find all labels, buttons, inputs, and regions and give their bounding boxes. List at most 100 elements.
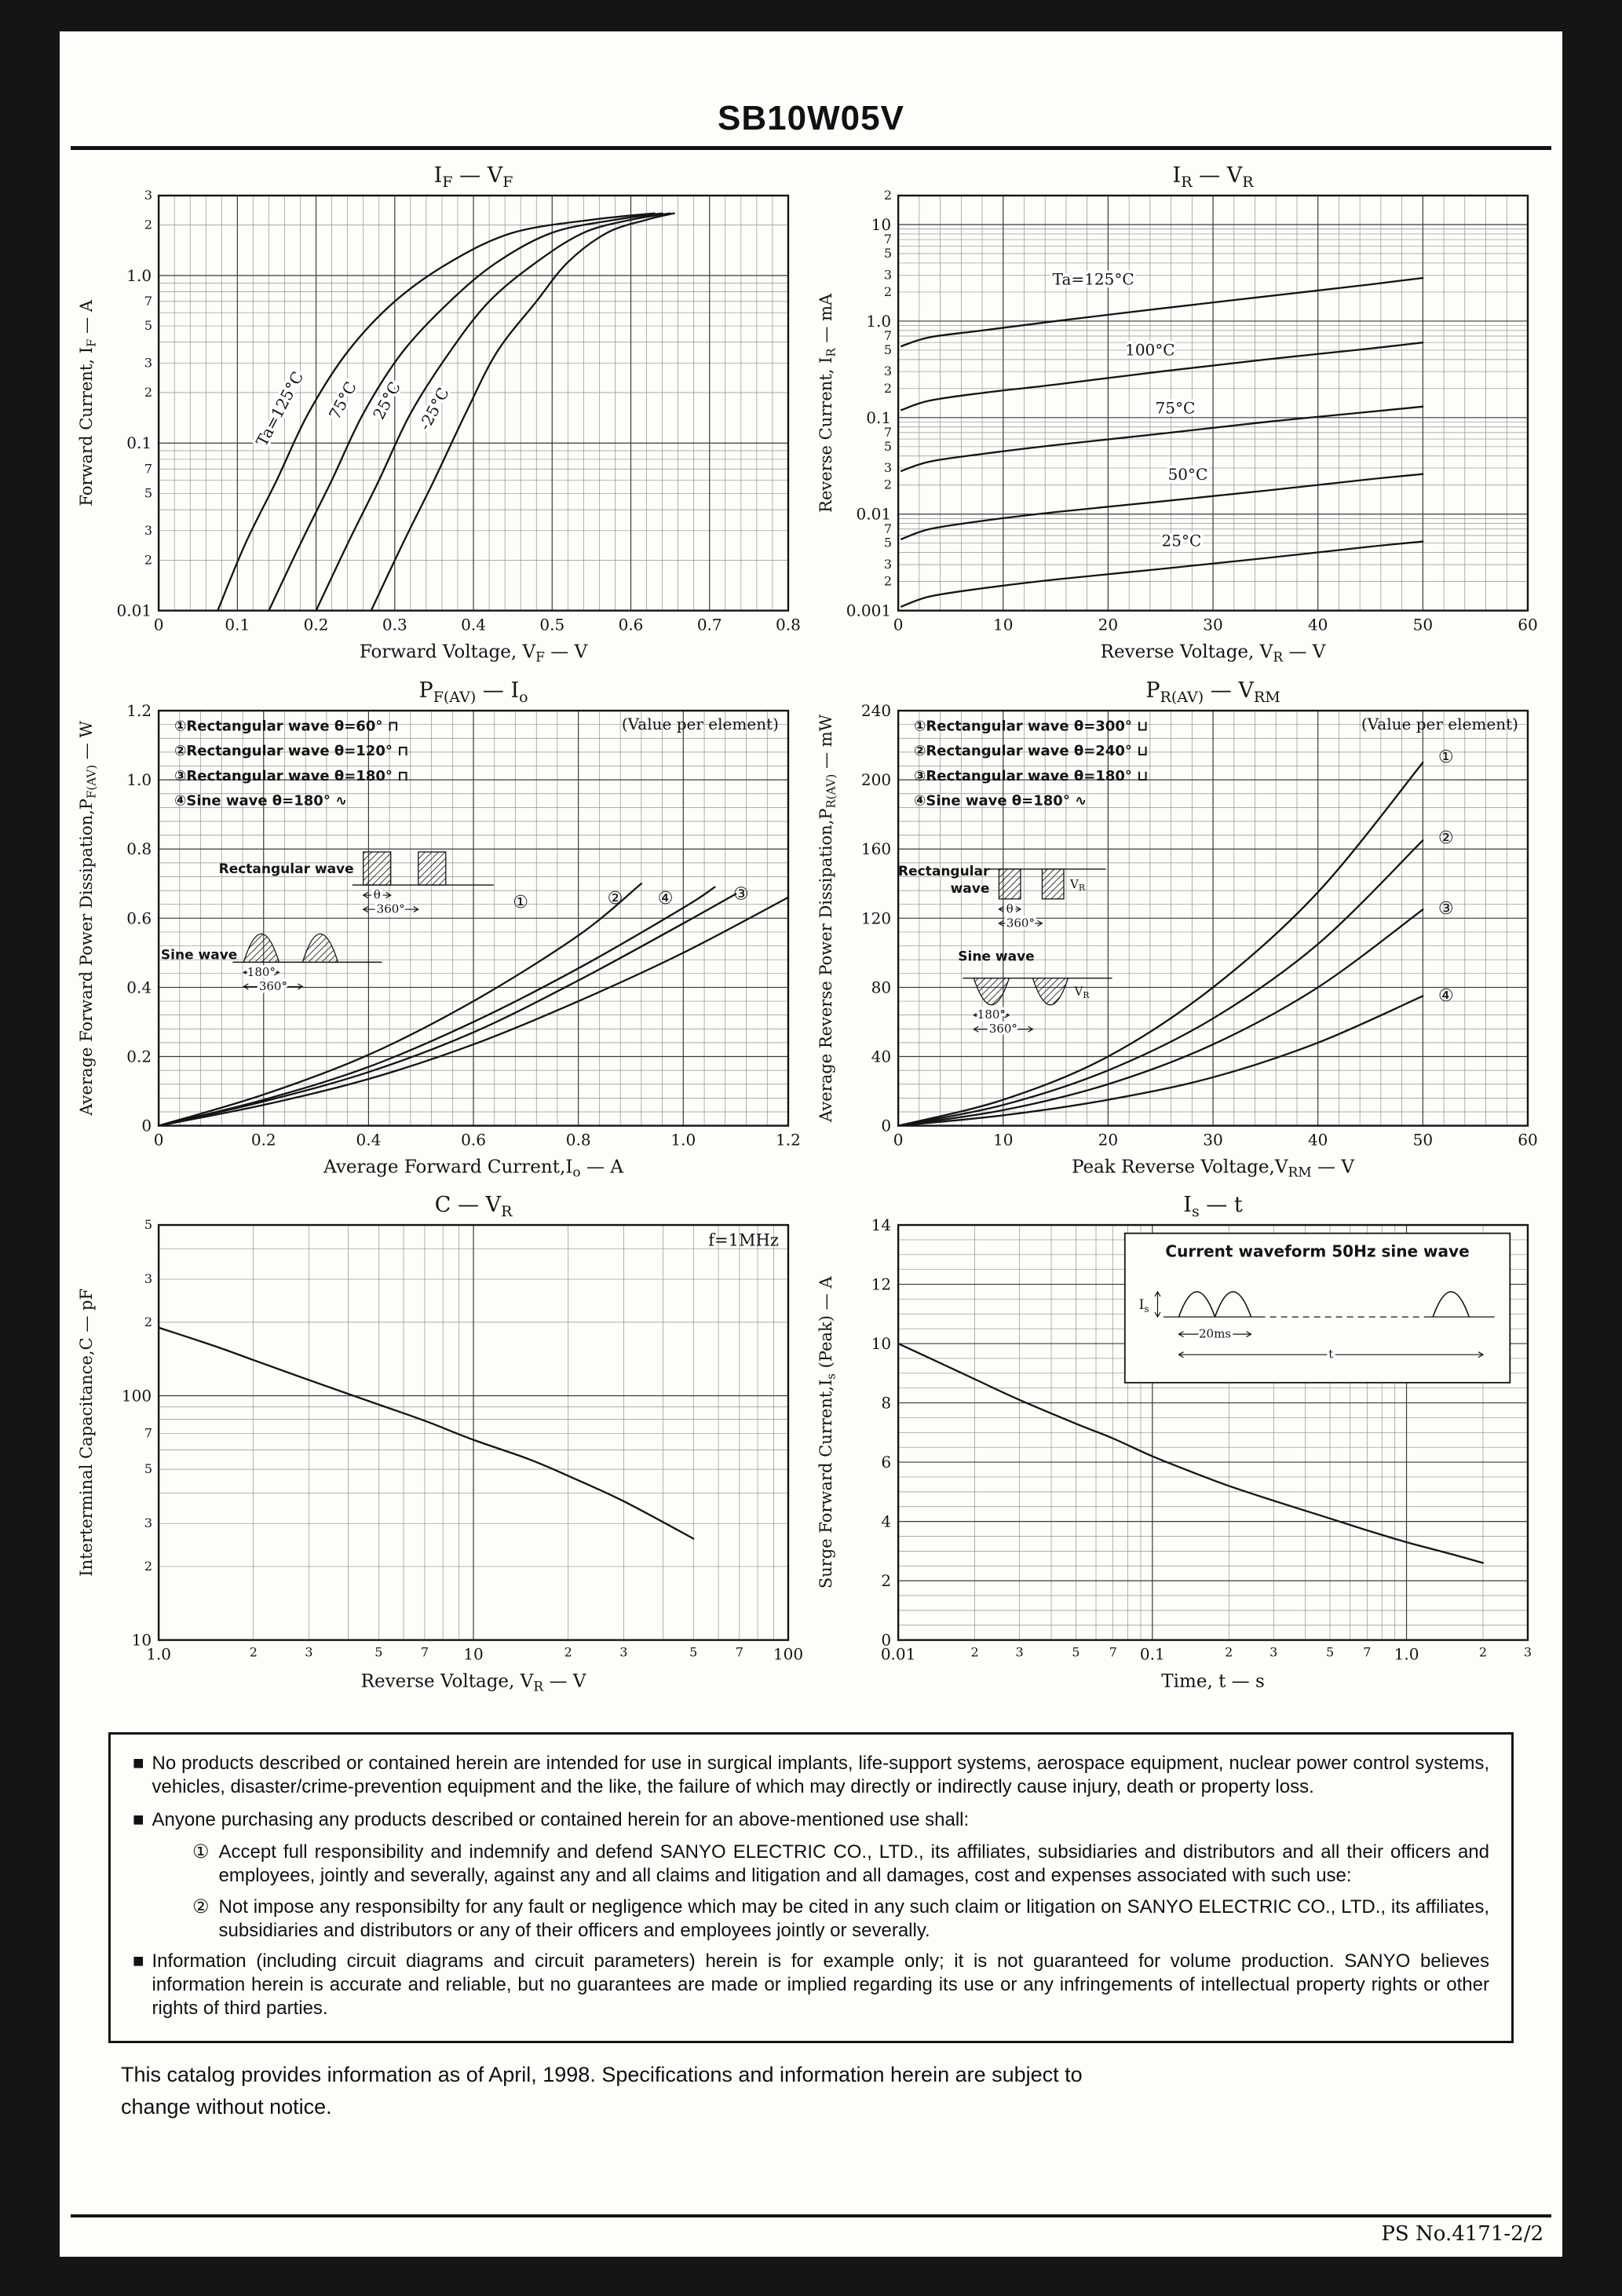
annotations: Ta=125°C 100°C 75°C 50°C 25°C	[1050, 267, 1211, 553]
svg-text:7: 7	[884, 232, 892, 247]
grid	[897, 195, 1529, 612]
svg-text:3: 3	[1269, 1645, 1277, 1660]
svg-text:4: 4	[881, 1512, 891, 1531]
svg-text:7: 7	[421, 1645, 429, 1660]
svg-text:IR — VR: IR — VR	[1173, 163, 1255, 191]
svg-text:3: 3	[144, 188, 152, 203]
svg-text:3: 3	[884, 267, 892, 282]
svg-text:0: 0	[154, 616, 164, 634]
disclaimer-box: ■ No products described or contained here…	[108, 1732, 1514, 2043]
svg-text:Rectangular wave: Rectangular wave	[219, 861, 354, 877]
svg-text:④: ④	[658, 889, 674, 909]
svg-text:2: 2	[884, 284, 892, 299]
disclaimer-subitem: ② Not impose any responsibilty for any fa…	[192, 1896, 1489, 1943]
svg-text:1.2: 1.2	[126, 701, 152, 720]
svg-text:2: 2	[250, 1645, 258, 1660]
svg-text:0.6: 0.6	[461, 1130, 486, 1149]
svg-text:Reverse Voltage, VR — V: Reverse Voltage, VR — V	[361, 1672, 586, 1695]
svg-text:3: 3	[884, 364, 892, 378]
svg-text:8: 8	[881, 1394, 891, 1413]
svg-text:2: 2	[884, 477, 892, 492]
svg-text:④: ④	[1438, 986, 1454, 1006]
svg-text:2: 2	[884, 381, 892, 396]
svg-text:VR: VR	[1069, 876, 1086, 892]
annotations: ①Rectangular wave θ=300° ⊔ ②Rectangular w…	[914, 715, 1518, 1006]
svg-text:2: 2	[970, 1645, 978, 1660]
series-group	[157, 1326, 695, 1541]
svg-text:1.0: 1.0	[126, 770, 152, 789]
svg-text:0.2: 0.2	[126, 1047, 152, 1066]
svg-text:180°: 180°	[247, 965, 276, 979]
svg-text:6: 6	[881, 1453, 891, 1472]
svg-text:80: 80	[871, 978, 891, 996]
series-1	[268, 212, 663, 612]
svg-text:7: 7	[884, 425, 892, 440]
charts-grid: 2 3 5 7 2 3 5 7 2 3 0 0.1 0.2 0.3 0.4 0.5 0.6 0.7 0.8 0.01 0…	[60, 150, 1562, 1698]
svg-text:3: 3	[144, 355, 152, 370]
svg-text:5: 5	[1326, 1645, 1334, 1660]
svg-text:1.0: 1.0	[126, 266, 152, 285]
svg-text:0: 0	[881, 1116, 891, 1135]
svg-text:Forward Current, IF — A: Forward Current, IF — A	[76, 299, 99, 506]
svg-text:2: 2	[1225, 1645, 1233, 1660]
svg-text:Average Reverse Power Dissipat: Average Reverse Power Dissipation,PR(AV)…	[816, 714, 838, 1123]
insets: Current waveform 50Hz sine wave Is 20ms t	[1123, 1233, 1511, 1384]
svg-text:5: 5	[374, 1645, 382, 1660]
svg-text:7: 7	[144, 294, 152, 309]
svg-text:Time, t — s: Time, t — s	[1161, 1672, 1265, 1692]
svg-text:0.1: 0.1	[126, 433, 152, 452]
svg-text:5: 5	[884, 439, 892, 454]
title-block: SB10W05V	[60, 31, 1562, 150]
annotations: ①Rectangular wave θ=60° ⊓②Rectangular wa…	[174, 715, 779, 912]
title-rule	[71, 146, 1551, 150]
grid	[897, 710, 1529, 1126]
svg-text:30: 30	[1203, 1130, 1222, 1149]
svg-text:360°: 360°	[989, 1022, 1017, 1036]
svg-text:2: 2	[144, 385, 152, 400]
series-3	[157, 896, 790, 1127]
svg-text:2: 2	[144, 1559, 152, 1574]
svg-text:20: 20	[1098, 1130, 1118, 1149]
svg-text:40: 40	[1308, 616, 1328, 634]
square-bullet-icon: ■	[133, 1951, 144, 1972]
disclaimer-subtext: Accept full responsibility and indemnify…	[218, 1841, 1489, 1887]
svg-text:240: 240	[861, 701, 891, 720]
svg-text:Peak Reverse Voltage,VRM — V: Peak Reverse Voltage,VRM — V	[1072, 1157, 1354, 1180]
svg-text:10: 10	[871, 215, 891, 234]
svg-text:7: 7	[1109, 1645, 1117, 1660]
svg-text:0.2: 0.2	[304, 616, 329, 634]
series-4	[900, 540, 1424, 608]
series-group	[897, 1343, 1485, 1564]
series-group	[157, 882, 790, 1127]
svg-text:10: 10	[871, 1334, 891, 1353]
svg-text:10: 10	[463, 1645, 483, 1664]
svg-text:7: 7	[144, 1426, 152, 1441]
svg-text:14: 14	[871, 1216, 891, 1234]
svg-text:5: 5	[144, 485, 152, 500]
svg-text:0: 0	[893, 1130, 904, 1149]
svg-text:50: 50	[1413, 1130, 1433, 1149]
svg-text:0: 0	[893, 616, 904, 634]
page-ref: PS No.4171-2/2	[71, 2214, 1551, 2246]
svg-text:3: 3	[144, 1271, 152, 1286]
svg-text:5: 5	[1072, 1645, 1080, 1660]
svg-text:10: 10	[132, 1631, 152, 1650]
series-1	[157, 886, 716, 1127]
svg-text:3: 3	[884, 557, 892, 572]
tick-labels: 0 10 20 30 40 50 60 0 40 80 120 160 200 240	[861, 701, 1538, 1150]
svg-text:7: 7	[1363, 1645, 1371, 1660]
page-ref-text: PS No.4171-2/2	[1381, 2222, 1543, 2246]
svg-text:5: 5	[884, 342, 892, 357]
svg-text:Interterminal Capacitance,C —: Interterminal Capacitance,C — pF	[76, 1289, 96, 1577]
series-2	[900, 405, 1424, 472]
svg-text:③Rectangular wave θ=180° ⊓: ③Rectangular wave θ=180° ⊓	[174, 768, 408, 784]
series-2	[897, 908, 1424, 1127]
square-bullet-icon: ■	[133, 1808, 144, 1830]
catalog-note: This catalog provides information as of …	[121, 2059, 1501, 2125]
svg-text:Reverse Current, IR — mA: Reverse Current, IR — mA	[816, 293, 838, 513]
disclaimer-item: ■ Information (including circuit diagrams…	[133, 1950, 1489, 2020]
svg-text:3: 3	[1524, 1645, 1532, 1660]
